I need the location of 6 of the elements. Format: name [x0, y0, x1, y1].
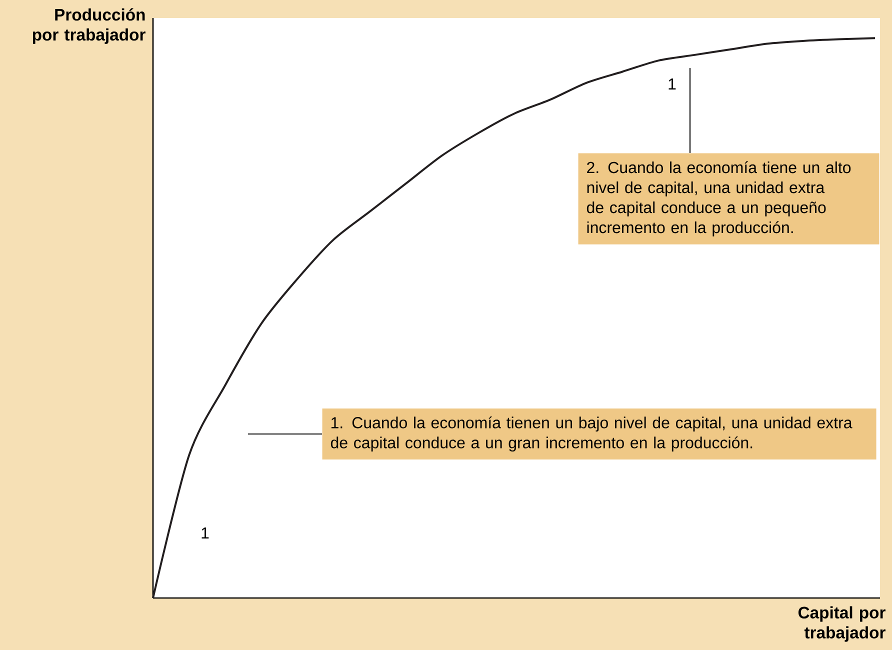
y-axis-title: Producción por trabajador [32, 8, 146, 44]
annotation: 1 [202, 528, 209, 538]
x-axis-title: Capital por trabajador [798, 606, 886, 642]
annotation: 1 [668, 78, 676, 90]
annotation: 1. Cuando la economía tienen un bajo nivel de capital, una unidad extra de capital conduce a un gran incremento en la producción. [330, 416, 852, 452]
annotation: 2. Cuando la economía tiene un alto nivel de capital, una unidad extra de capital conduce a un pequeño incremento en la producción. [586, 161, 851, 236]
